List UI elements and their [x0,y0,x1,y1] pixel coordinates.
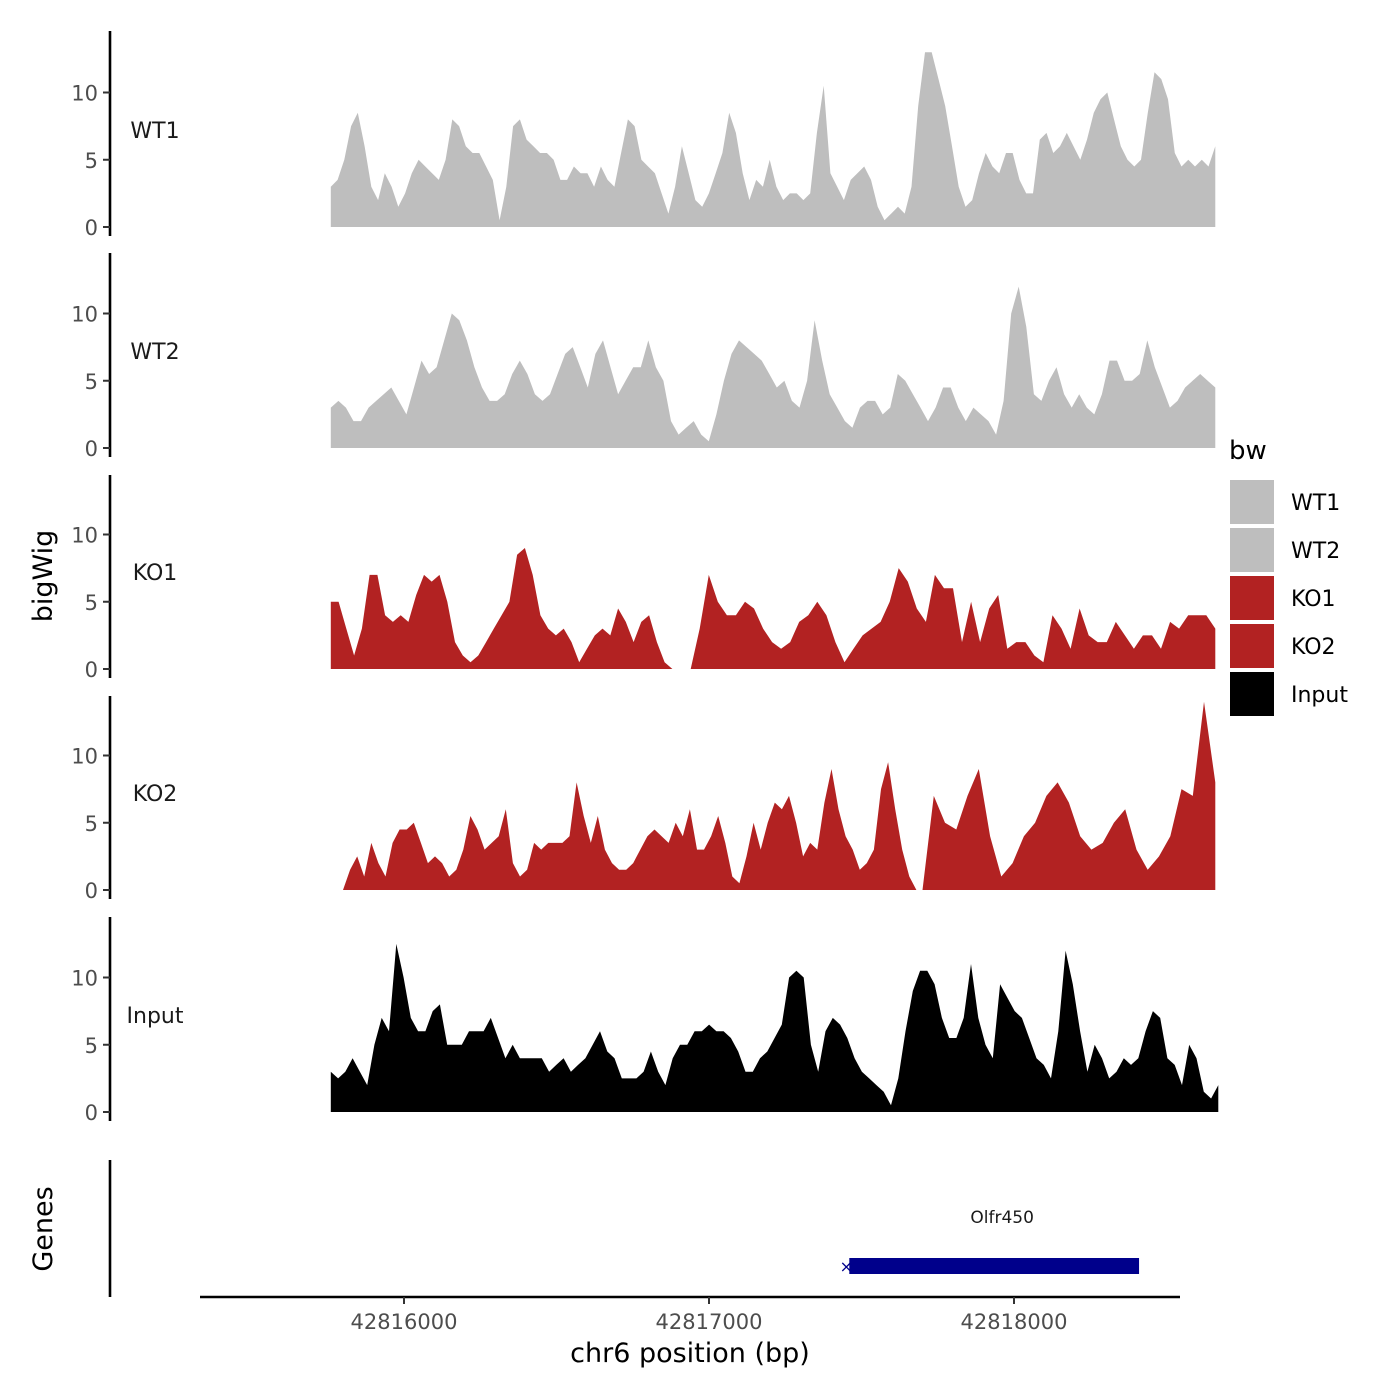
track-ko1: 0 5 10 KO1 [71,475,1216,682]
legend-title: bw [1229,436,1267,466]
legend-label: KO1 [1291,587,1336,612]
legend-key-ko2 [1230,624,1274,668]
track-label: Input [127,1004,184,1029]
gene-body-olfr450 [849,1258,1140,1274]
x-tick-label: 42818000 [961,1310,1068,1334]
x-tick-label: 42816000 [351,1310,458,1334]
gene-label: Olfr450 [970,1208,1034,1228]
track-area-input [330,943,1219,1112]
y-tick-label: 5 [85,812,98,836]
track-wt1: 0 5 10 WT1 [71,31,1216,240]
track-input: 0 5 10 Input [71,917,1219,1125]
y-tick-label: 10 [71,524,98,548]
gene-strand-mark: × [840,1257,853,1276]
track-area-wt2 [330,286,1216,448]
y-tick-label: 0 [85,879,98,903]
y-axis-title: bigWig [28,530,59,623]
y-tick-label: 5 [85,149,98,173]
track-area-ko1-1 [330,548,673,669]
y-tick-label: 5 [85,591,98,615]
track-label: KO1 [133,561,178,586]
track-label: WT2 [130,340,179,365]
tracks-layer: 0 5 10 WT1 0 5 10 WT2 0 5 10 KO1 0 5 10 KO2 0 5 10 Input [71,31,1219,1125]
track-area-ko1-2 [690,568,1216,669]
x-axis: 42816000 42817000 42818000 [200,1295,1180,1334]
y-tick-label: 0 [85,437,98,461]
legend-key-input [1230,672,1274,716]
track-area-ko2-1 [343,762,917,890]
y-tick-label: 10 [71,82,98,106]
y-tick-label: 10 [71,303,98,327]
legend-label: WT1 [1291,491,1340,516]
track-label: WT1 [130,119,179,144]
y-tick-label: 0 [85,216,98,240]
genes-axis-title: Genes [28,1186,59,1271]
track-area-ko2-2 [922,701,1216,890]
track-label: KO2 [133,782,178,807]
x-axis-title: chr6 position (bp) [570,1338,810,1369]
y-tick-label: 5 [85,1034,98,1058]
legend: bw WT1 WT2 KO1 KO2 Input [1229,436,1348,716]
y-tick-label: 0 [85,658,98,682]
track-area-wt1 [330,52,1216,228]
legend-label: KO2 [1291,635,1336,660]
y-tick-label: 0 [85,1101,98,1125]
x-tick-label: 42817000 [656,1310,763,1334]
legend-label: WT2 [1291,539,1340,564]
legend-label: Input [1291,683,1348,708]
track-wt2: 0 5 10 WT2 [71,253,1216,461]
track-ko2: 0 5 10 KO2 [71,696,1216,903]
genes-panel: Olfr450 × [108,1160,1140,1297]
y-tick-label: 10 [71,967,98,991]
y-tick-label: 5 [85,370,98,394]
legend-key-ko1 [1230,576,1274,620]
y-tick-label: 10 [71,745,98,769]
legend-key-wt2 [1230,528,1274,572]
legend-key-wt1 [1230,480,1274,524]
